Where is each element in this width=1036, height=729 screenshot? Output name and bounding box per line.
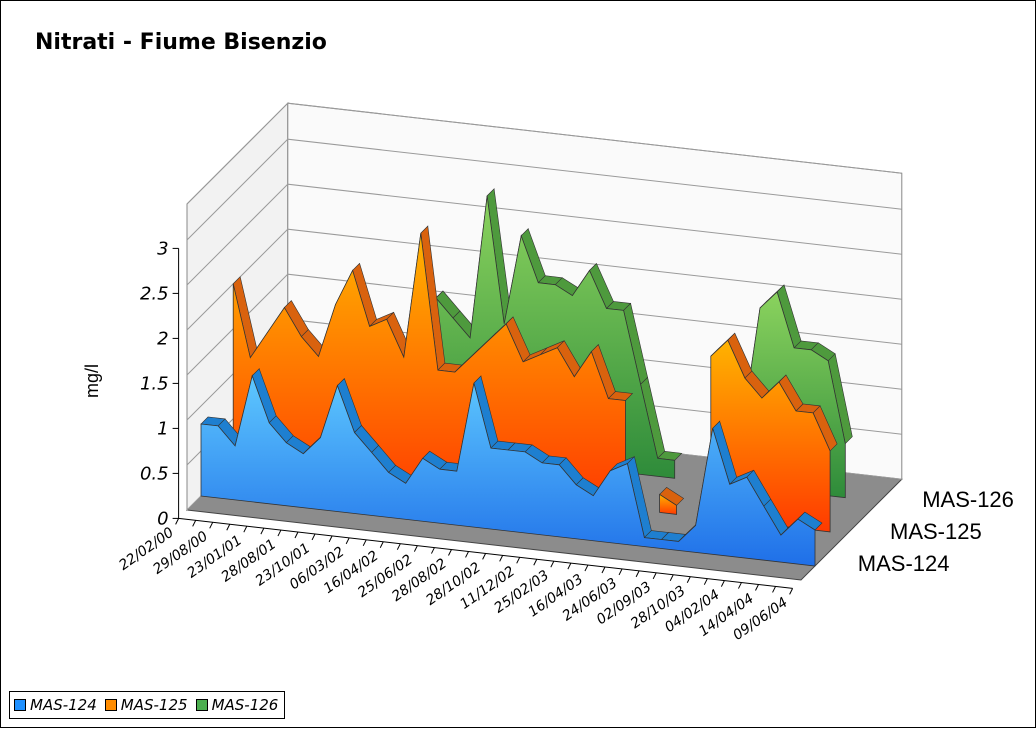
legend-label: MAS-126 [212,696,279,714]
depth-axis-label: MAS-126 [922,487,1014,512]
x-tick-mark [670,575,673,581]
x-tick-mark [431,548,434,554]
legend-swatch-icon [14,699,26,711]
y-tick-label: 1.5 [140,373,169,394]
x-tick-mark [585,565,588,571]
x-tick-mark [738,583,741,589]
x-tick-mark [414,546,417,552]
x-tick-mark [176,518,179,524]
x-tick-mark [295,532,298,538]
x-tick-mark [261,528,264,534]
depth-axis-label: MAS-124 [858,551,950,576]
x-tick-mark [619,569,622,575]
legend-item-mas-125: MAS-125 [105,696,188,714]
legend-label: MAS-124 [30,696,97,714]
x-tick-mark [346,538,349,544]
x-tick-mark [500,555,503,561]
x-tick-mark [704,579,707,585]
x-tick-mark [312,534,315,540]
y-tick-label: 0.5 [140,463,169,484]
x-tick-mark [773,586,776,592]
x-tick-mark [790,588,793,594]
y-tick-label: 2 [157,328,168,349]
y-axis-label: mg/l [82,364,102,398]
legend-swatch-icon [105,699,117,711]
x-tick-mark [244,526,247,532]
x-tick-mark [602,567,605,573]
depth-axis-label: MAS-125 [890,519,982,544]
legend-item-mas-126: MAS-126 [196,696,279,714]
x-tick-mark [193,520,196,526]
x-tick-mark [483,553,486,559]
x-tick-mark [210,522,213,528]
chart-title: Nitrati - Fiume Bisenzio [35,30,327,55]
x-tick-mark [517,557,520,563]
x-tick-mark [278,530,281,536]
x-tick-mark [636,571,639,577]
x-tick-mark [466,551,469,557]
legend-swatch-icon [196,699,208,711]
y-tick-label: 3 [157,238,168,259]
legend: MAS-124 MAS-125 MAS-126 [9,691,285,719]
x-tick-mark [380,542,383,548]
x-tick-mark [397,544,400,550]
y-tick-label: 1 [157,418,168,439]
x-tick-mark [448,550,451,556]
x-tick-mark [568,563,571,569]
x-tick-mark [227,524,230,530]
x-tick-mark [329,536,332,542]
x-tick-mark [755,585,758,591]
x-tick-mark [653,573,656,579]
legend-item-mas-124: MAS-124 [14,696,97,714]
x-tick-mark [551,561,554,567]
x-tick-mark [363,540,366,546]
legend-label: MAS-125 [121,696,188,714]
y-tick-label: 2.5 [140,283,169,304]
x-tick-mark [721,581,724,587]
x-tick-mark [687,577,690,583]
x-tick-mark [534,559,537,565]
